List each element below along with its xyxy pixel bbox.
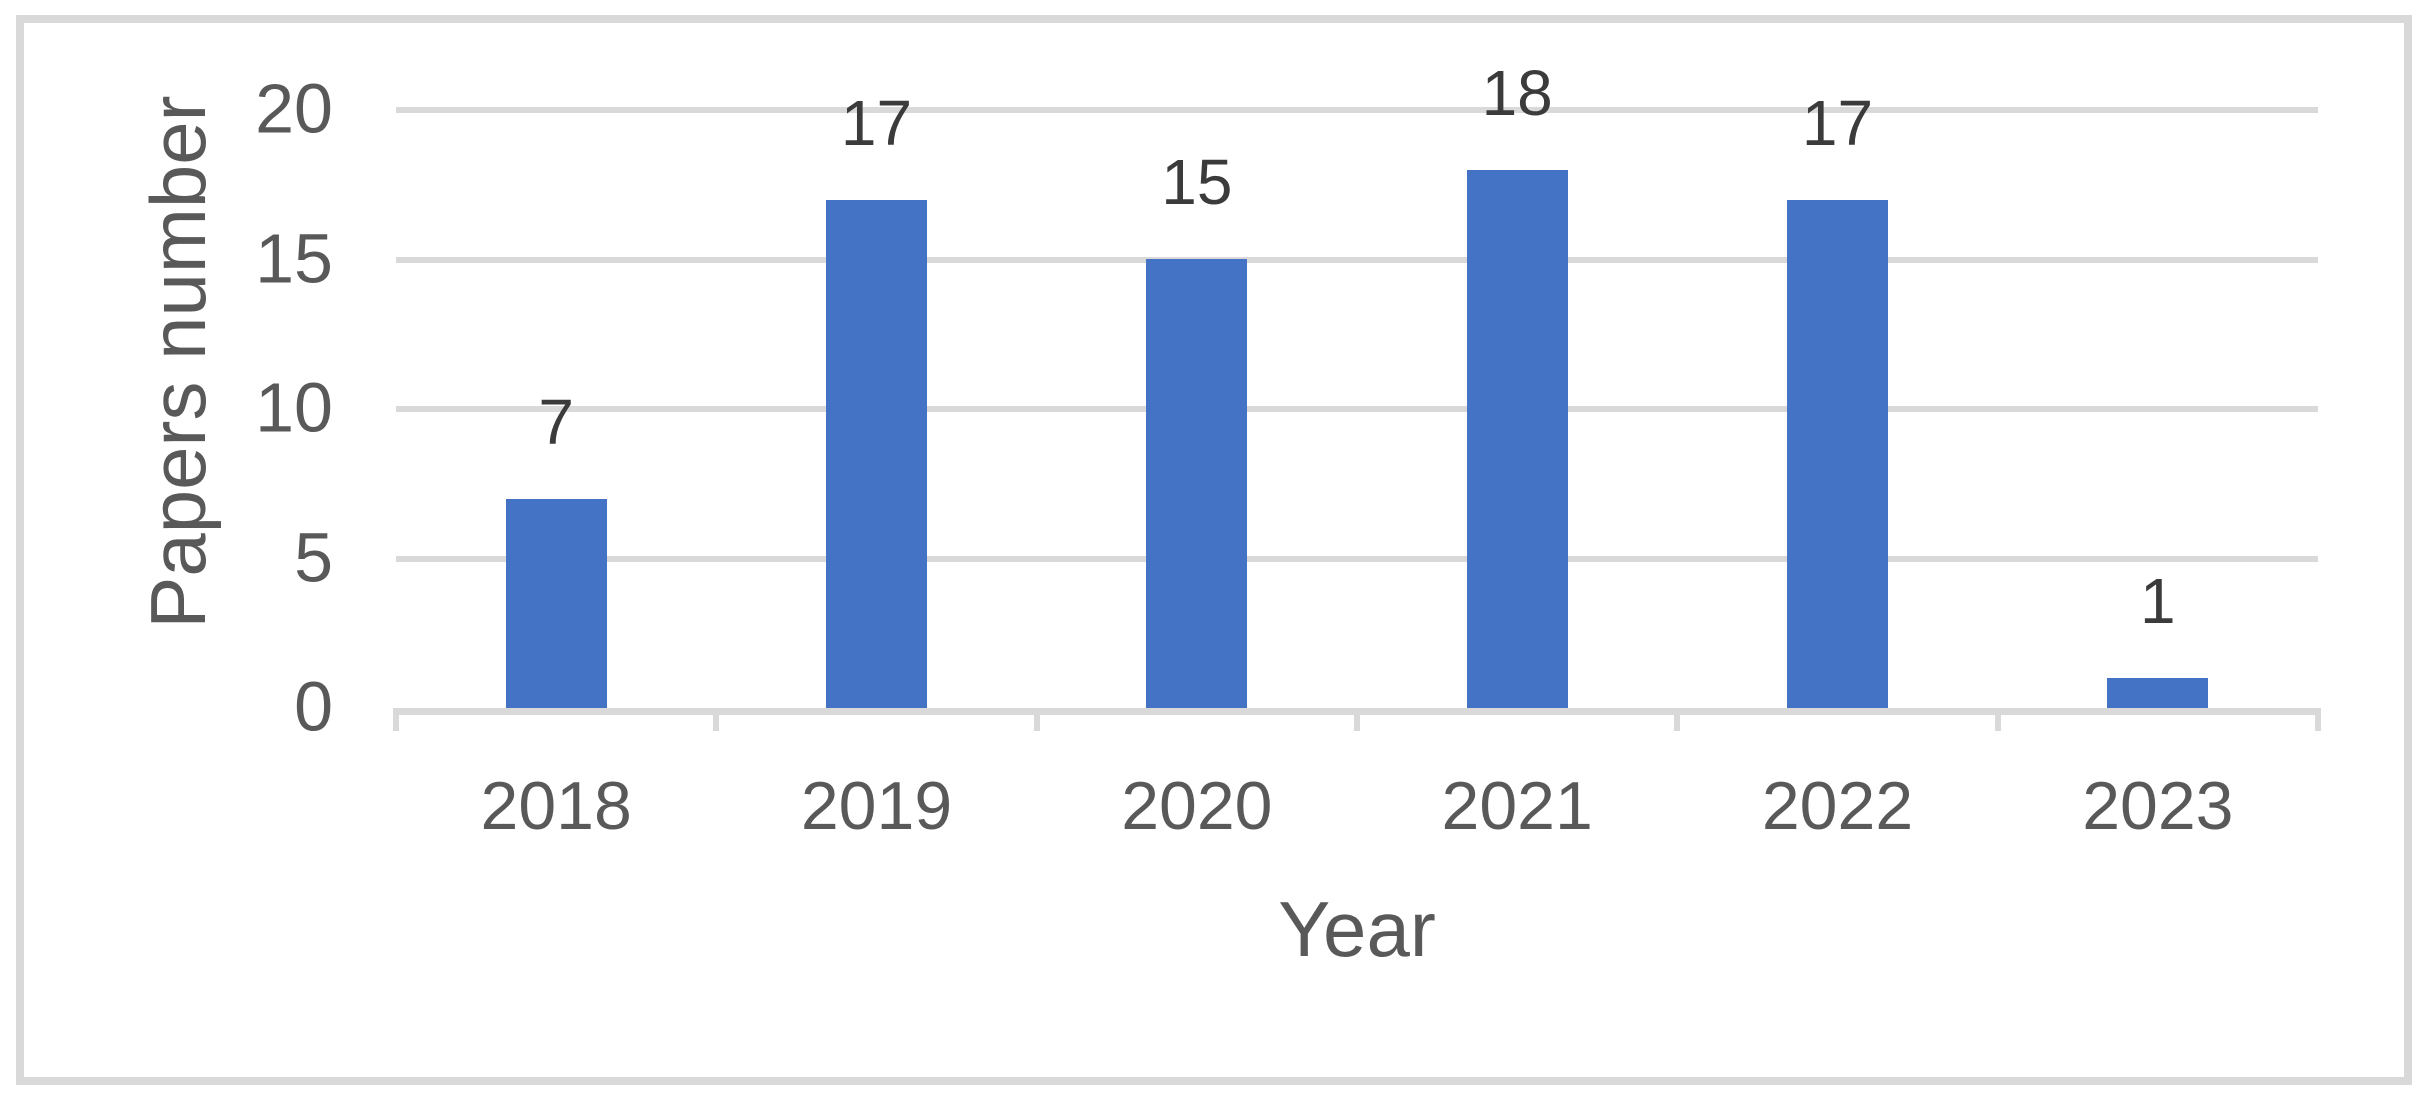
y-axis-title: Papers number xyxy=(134,95,222,629)
x-axis-tick-mark xyxy=(713,708,720,731)
y-axis-tick-label: 20 xyxy=(255,69,333,148)
gridline-y-5 xyxy=(396,555,2318,562)
x-axis-tick-label: 2020 xyxy=(1121,768,1273,844)
bar-value-label: 15 xyxy=(1161,146,1233,218)
bar-2020 xyxy=(1146,259,1247,708)
bar-2022 xyxy=(1787,200,1888,708)
y-axis-tick-label: 10 xyxy=(255,368,333,447)
x-axis-tick-mark xyxy=(1994,708,2001,731)
gridline-y-15 xyxy=(396,256,2318,263)
gridline-y-10 xyxy=(396,406,2318,412)
y-axis-tick-label: 0 xyxy=(294,667,333,746)
bar-value-label: 7 xyxy=(538,386,574,458)
x-axis-tick-mark xyxy=(393,708,399,731)
x-axis-tick-label: 2021 xyxy=(1441,768,1593,844)
y-axis-tick-label: 5 xyxy=(294,518,333,597)
x-axis-tick-mark xyxy=(2315,708,2321,731)
bar-value-label: 18 xyxy=(1481,57,1553,129)
bar-2018 xyxy=(506,499,607,708)
x-axis-tick-mark xyxy=(1354,708,1360,731)
bar-value-label: 17 xyxy=(840,87,913,159)
bar-value-label: 17 xyxy=(1801,87,1874,159)
x-axis-tick-label: 2022 xyxy=(1761,768,1914,844)
x-axis-tick-label: 2019 xyxy=(800,768,953,844)
gridline-y-20 xyxy=(396,107,2318,113)
x-axis-title: Year xyxy=(1278,885,1436,973)
bar-2021 xyxy=(1467,170,1568,708)
x-axis-tick-label: 2018 xyxy=(480,768,632,844)
y-axis-tick-label: 15 xyxy=(255,219,333,298)
x-axis-tick-mark xyxy=(1674,708,1681,731)
bar-2023 xyxy=(2107,678,2208,708)
x-axis-tick-mark xyxy=(1033,708,1040,731)
x-axis-tick-label: 2023 xyxy=(2082,768,2234,844)
bar-2019 xyxy=(826,200,927,708)
bar-value-label: 1 xyxy=(2140,565,2176,637)
